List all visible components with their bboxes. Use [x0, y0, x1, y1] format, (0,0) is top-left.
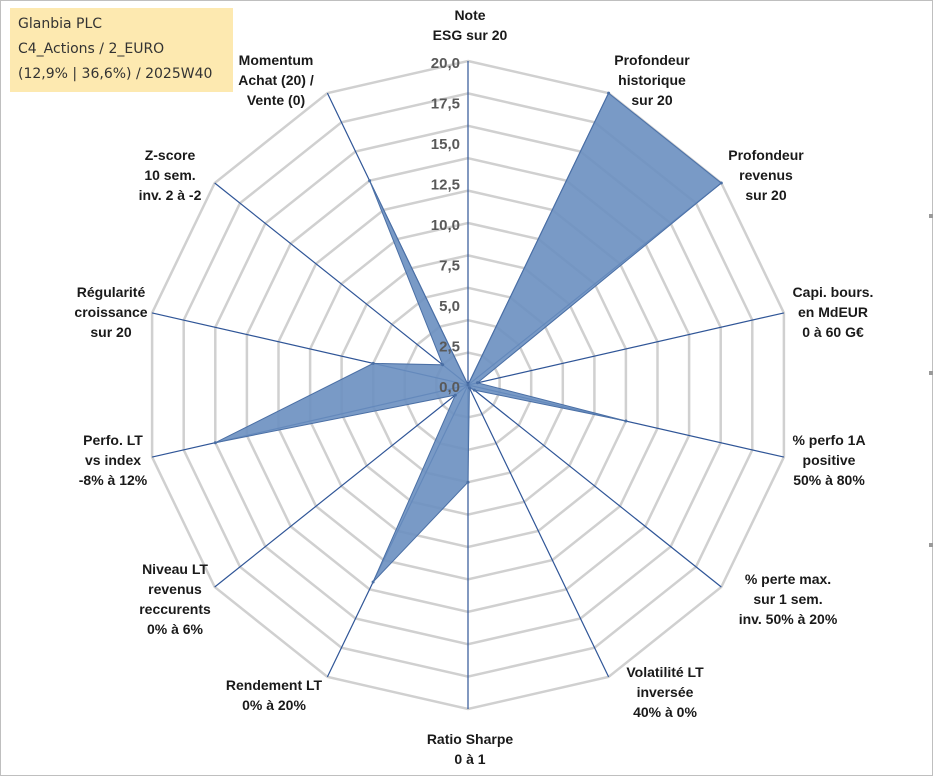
- category-label-line: revenus: [739, 167, 793, 183]
- data-point: [441, 363, 445, 367]
- category-label: Profondeur revenus sur 20: [728, 147, 804, 203]
- category-label: % perfo 1A positive 50% à 80%: [792, 432, 865, 488]
- info-period: (12,9% | 36,6%) / 2025W40: [18, 66, 213, 82]
- category-label-line: % perfo 1A: [792, 432, 865, 448]
- category-label-line: Capi. bours.: [793, 284, 874, 300]
- category-label-line: historique: [618, 72, 686, 88]
- category-label-line: sur 20: [631, 92, 672, 108]
- category-label: Capi. bours. en MdEUR 0 à 60 G€: [793, 284, 874, 340]
- category-label-line: Note: [454, 7, 485, 23]
- category-label-line: Z-score: [145, 147, 196, 163]
- category-label-line: 50% à 80%: [793, 472, 865, 488]
- category-label: Volatilité LT inversée 40% à 0%: [626, 664, 704, 720]
- category-label-line: Vente (0): [247, 92, 305, 108]
- category-label: Note ESG sur 20: [433, 7, 508, 43]
- category-label-line: Rendement LT: [226, 677, 323, 693]
- scroll-marker: [929, 371, 933, 375]
- category-label-line: Perfo. LT: [83, 432, 143, 448]
- category-label-line: Ratio Sharpe: [427, 731, 514, 747]
- category-label: % perte max. sur 1 sem. inv. 50% à 20%: [739, 571, 838, 627]
- category-label: Régularité croissance sur 20: [74, 284, 147, 340]
- category-label-line: Régularité: [77, 284, 146, 300]
- category-label: Z-score 10 sem. inv. 2 à -2: [139, 147, 202, 203]
- data-point: [371, 580, 375, 584]
- category-label: Momentum Achat (20) / Vente (0): [238, 52, 314, 108]
- category-label-line: ESG sur 20: [433, 27, 508, 43]
- data-point: [719, 181, 723, 185]
- category-label-line: en MdEUR: [798, 304, 868, 320]
- info-company: Glanbia PLC: [18, 16, 103, 32]
- data-point: [467, 386, 471, 390]
- radial-tick-label: 2,5: [439, 339, 460, 356]
- data-point: [371, 361, 375, 365]
- category-label-line: sur 20: [90, 324, 131, 340]
- spoke: [214, 384, 469, 588]
- radial-tick-label: 15,0: [431, 136, 460, 153]
- data-point: [476, 381, 479, 385]
- data-point: [607, 91, 611, 95]
- category-label-line: sur 1 sem.: [753, 591, 822, 607]
- category-label-line: inv. 50% à 20%: [739, 611, 838, 627]
- category-label-line: 0% à 6%: [147, 621, 204, 637]
- category-label-line: 0 à 1: [454, 751, 485, 767]
- category-label: Niveau LT revenus reccurents 0% à 6%: [139, 561, 211, 637]
- data-point: [466, 383, 470, 387]
- category-label-line: reccurents: [139, 601, 211, 617]
- category-label-line: Momentum: [239, 52, 314, 68]
- category-label-line: revenus: [148, 581, 202, 597]
- spoke: [467, 384, 610, 678]
- category-label-line: Profondeur: [614, 52, 690, 68]
- radial-tick-label: 7,5: [439, 258, 460, 275]
- category-label-line: Niveau LT: [142, 561, 208, 577]
- scroll-marker: [929, 543, 933, 547]
- category-label-line: % perte max.: [745, 571, 831, 587]
- spoke: [214, 182, 469, 386]
- radial-tick-label: 17,5: [431, 96, 460, 113]
- scroll-marker: [929, 214, 933, 218]
- category-label-line: 0 à 60 G€: [802, 324, 864, 340]
- category-label-line: positive: [803, 452, 856, 468]
- info-box: Glanbia PLC C4_Actions / 2_EURO (12,9% |…: [10, 8, 233, 92]
- radial-tick-label: 12,5: [431, 177, 460, 194]
- category-label: Ratio Sharpe 0 à 1: [427, 731, 514, 767]
- category-label: Profondeur historique sur 20: [614, 52, 690, 108]
- category-label-line: 40% à 0%: [633, 704, 697, 720]
- data-point: [472, 388, 476, 392]
- category-label-line: Profondeur: [728, 147, 804, 163]
- data-point: [213, 441, 217, 445]
- category-label-line: croissance: [74, 304, 147, 320]
- data-point: [368, 179, 372, 183]
- category-label-line: 10 sem.: [144, 167, 195, 183]
- info-category: C4_Actions / 2_EURO: [18, 41, 165, 57]
- category-label-line: inv. 2 à -2: [139, 187, 202, 203]
- data-point: [453, 393, 457, 397]
- radial-tick-label: 0,0: [439, 379, 460, 396]
- category-label-line: -8% à 12%: [79, 472, 148, 488]
- data-point: [624, 419, 628, 423]
- category-label-line: sur 20: [745, 187, 786, 203]
- radial-tick-label: 10,0: [431, 217, 460, 234]
- category-label-line: inversée: [637, 684, 694, 700]
- category-label-line: Achat (20) /: [238, 72, 314, 88]
- category-label-line: vs index: [85, 452, 141, 468]
- radial-tick-label: 5,0: [439, 298, 460, 315]
- category-label: Rendement LT 0% à 20%: [226, 677, 323, 713]
- spoke: [467, 312, 785, 386]
- radial-tick-label: 20,0: [431, 55, 460, 72]
- spoke: [467, 384, 722, 588]
- data-point: [466, 480, 470, 484]
- category-label-line: Volatilité LT: [626, 664, 704, 680]
- category-label-line: 0% à 20%: [242, 697, 306, 713]
- category-label: Perfo. LT vs index -8% à 12%: [79, 432, 148, 488]
